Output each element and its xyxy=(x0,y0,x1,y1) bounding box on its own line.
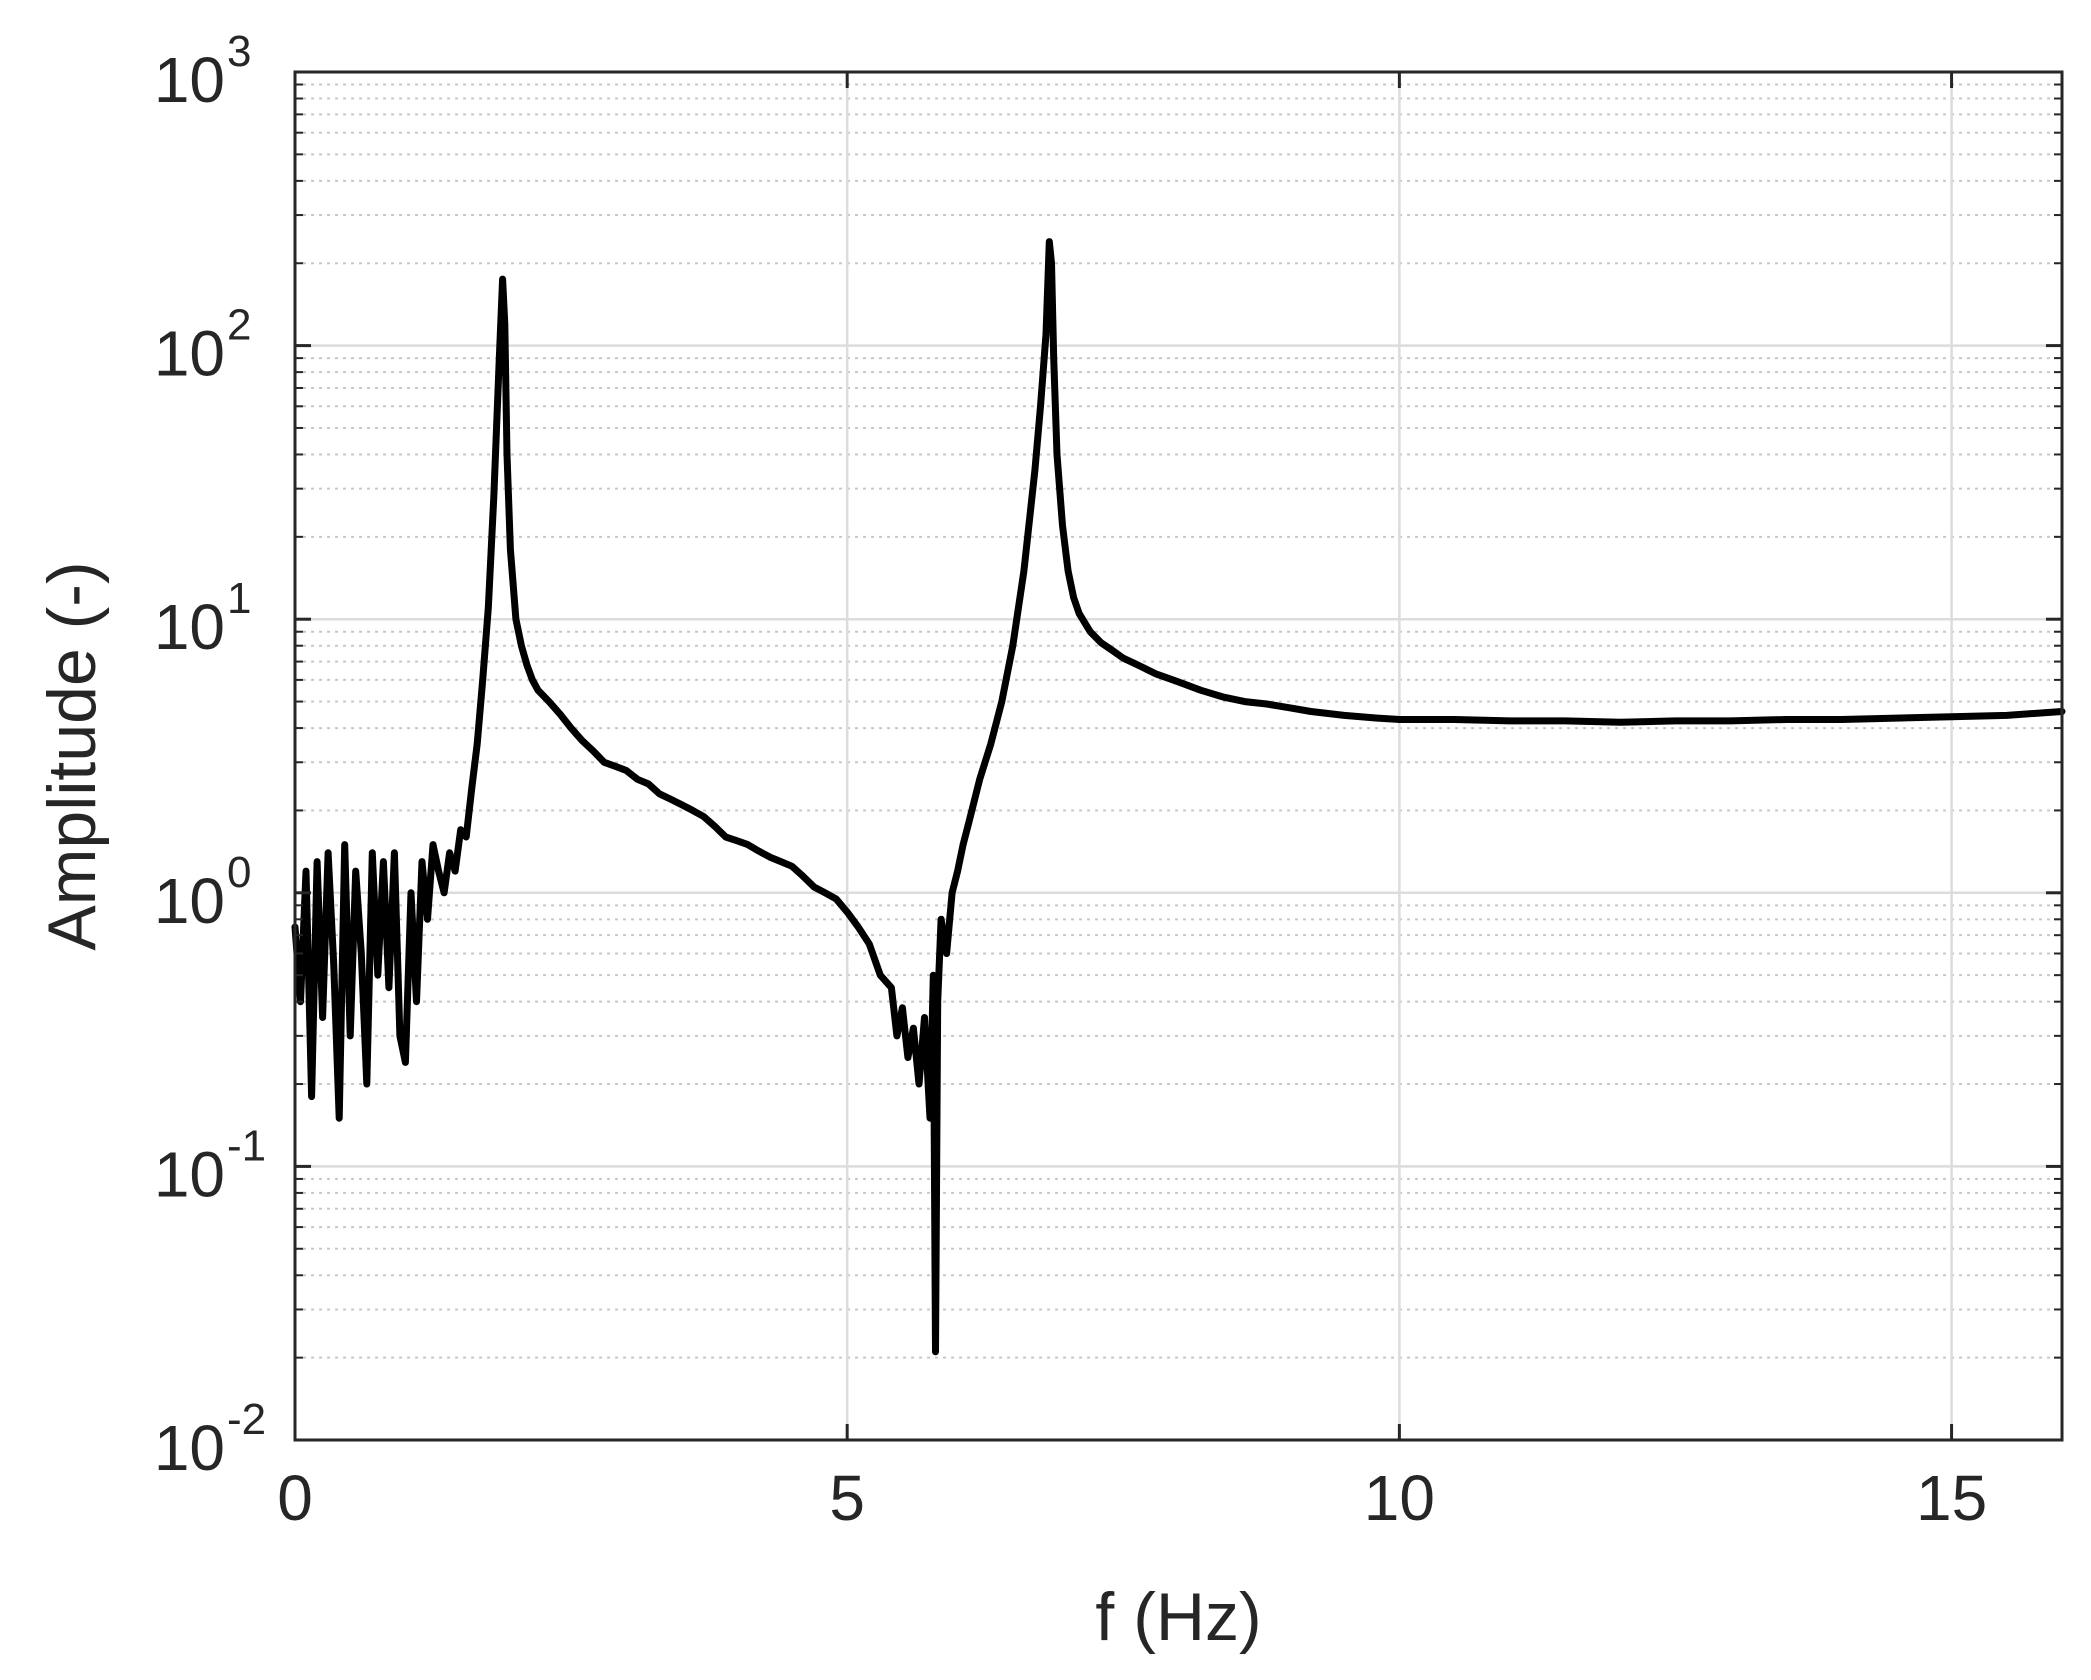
x-tick-labels: 0 5 10 15 xyxy=(277,1462,1987,1534)
y-tick-label: 10 xyxy=(154,318,225,390)
x-tick-label: 10 xyxy=(1364,1462,1435,1534)
series-layer xyxy=(291,238,2066,1356)
y-tick-exponent: -2 xyxy=(227,1395,266,1444)
y-axis-label: Amplitude (-) xyxy=(34,561,110,950)
x-tick-label: 15 xyxy=(1916,1462,1987,1534)
x-tick-label: 0 xyxy=(277,1462,313,1534)
y-tick-label: 10 xyxy=(154,1138,225,1210)
y-tick-exponent: 0 xyxy=(227,848,251,897)
y-tick-exponent: 3 xyxy=(227,27,251,76)
tick-marks xyxy=(293,70,2062,1442)
axes-frame xyxy=(293,70,2064,1442)
y-tick-exponent: 2 xyxy=(227,301,251,350)
y-tick-exponent: -1 xyxy=(227,1121,266,1170)
x-tick-label: 5 xyxy=(829,1462,865,1534)
series-line-0 xyxy=(291,238,2066,1356)
y-tick-label: 10 xyxy=(154,1412,225,1484)
y-tick-label: 10 xyxy=(154,591,225,663)
y-tick-label: 10 xyxy=(154,865,225,937)
y-tick-exponent: 1 xyxy=(227,574,251,623)
x-axis-label: f (Hz) xyxy=(1095,1579,1261,1655)
y-tick-label: 10 xyxy=(154,44,225,116)
plot-area xyxy=(295,72,2062,1440)
